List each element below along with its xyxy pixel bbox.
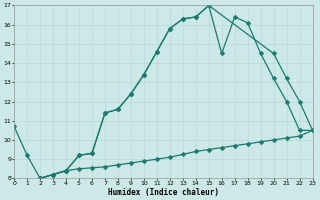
- X-axis label: Humidex (Indice chaleur): Humidex (Indice chaleur): [108, 188, 219, 197]
